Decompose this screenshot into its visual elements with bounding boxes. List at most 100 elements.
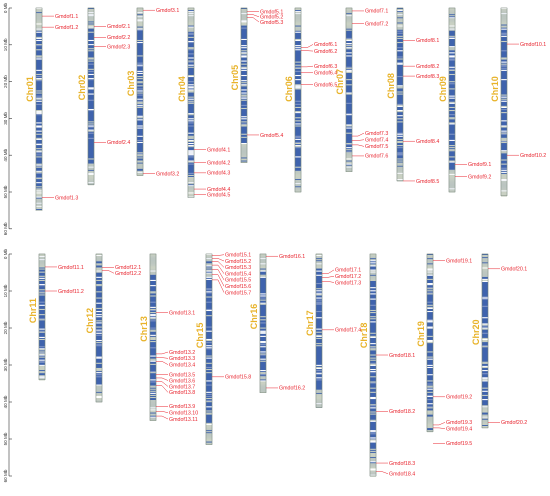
chromosome-label: Chr15 [195, 323, 205, 349]
gene-label: Gmdof17.1 [335, 268, 361, 274]
gene-label: Gmdof13.3 [169, 356, 195, 362]
gene-marker: Gmdof4.2 [194, 160, 230, 166]
chromosome-panel-bottom: 0 Mb 10 Mb 20 Mb 30 Mb 40 Mb 50 Mb 60 Mb Chr11 G… [3, 248, 527, 482]
chromosome-label: Chr11 [28, 298, 38, 323]
chromosome-label: Chr17 [305, 310, 315, 336]
gene-connector [212, 264, 225, 274]
chromosome-chr18: Chr18 Gmdof18.1 Gmdof18.2 Gmdof18.3 Gmdof18.… [359, 253, 415, 478]
axis-tick-label: 10 Mb [3, 38, 8, 51]
gene-connector [322, 269, 335, 274]
gene-label: Gmdof13.4 [169, 362, 195, 368]
chromosome-chr15: Chr15Gmdof15.1Gmdof15.2Gmdof15.3Gmdof15.… [195, 253, 251, 445]
gene-marker: Gmdof5.4 [247, 133, 283, 139]
density-bands [39, 254, 45, 381]
gene-marker: Gmdof10.1 [507, 42, 546, 48]
chromosome-chr01: Chr01 Gmdof1.1 Gmdof1.2 Gmdof1.3 [25, 7, 78, 212]
axis-tick-label: 60 Mb [3, 469, 8, 482]
chromosome-label: Chr20 [471, 319, 481, 345]
gene-connector [102, 270, 115, 274]
gene-label: Gmdof3.1 [156, 8, 179, 14]
chromosome-body [294, 7, 302, 193]
gene-marker: Gmdof6.1 [301, 42, 337, 48]
gene-connector [156, 351, 169, 355]
density-bands [36, 8, 42, 212]
gene-marker: Gmdof7.6 [352, 154, 388, 160]
gene-marker: Gmdof13.8 [156, 385, 195, 396]
density-bands [449, 8, 455, 193]
gene-label: Gmdof5.1 [260, 9, 283, 15]
gene-label: Gmdof8.4 [416, 139, 439, 145]
gene-marker: Gmdof13.3 [156, 356, 195, 362]
gene-label: Gmdof13.7 [169, 384, 195, 390]
chromosome-label: Chr06 [284, 76, 294, 102]
gene-label: Gmdof15.1 [225, 253, 251, 259]
gene-marker: Gmdof13.6 [156, 377, 195, 384]
gene-label: Gmdof7.6 [365, 154, 388, 160]
density-bands [501, 8, 507, 197]
gene-label: Gmdof17.3 [335, 280, 361, 286]
gene-marker: Gmdof5.2 [247, 14, 283, 21]
gene-label: Gmdof17.2 [335, 274, 361, 280]
gene-marker: Gmdof1.1 [42, 14, 78, 20]
gene-marker: Gmdof19.2 [433, 395, 472, 401]
gene-label: Gmdof2.1 [107, 24, 130, 30]
gene-marker: Gmdof13.1 [156, 310, 195, 316]
gene-marker: Gmdof18.4 [376, 471, 415, 478]
density-bands [370, 254, 376, 477]
density-bands [96, 254, 102, 403]
gene-label: Gmdof13.2 [169, 350, 195, 356]
gene-label: Gmdof7.4 [365, 138, 388, 144]
gene-marker: Gmdof2.3 [94, 44, 130, 50]
gene-marker: Gmdof19.3 [433, 420, 472, 426]
gene-label: Gmdof15.3 [225, 265, 251, 271]
gene-marker: Gmdof15.8 [212, 375, 251, 381]
gene-marker: Gmdof17.3 [322, 280, 361, 286]
gene-marker: Gmdof11.1 [45, 265, 84, 271]
gene-label: Gmdof4.1 [207, 147, 230, 153]
gene-marker: Gmdof15.5 [212, 269, 251, 284]
gene-connector [352, 139, 365, 141]
density-bands [137, 8, 143, 177]
gene-label: Gmdof10.1 [520, 42, 546, 48]
chromosome-label: Chr12 [85, 308, 95, 334]
gene-connector [156, 385, 169, 393]
gene-marker: Gmdof6.4 [301, 71, 337, 77]
gene-marker: Gmdof20.2 [488, 420, 527, 426]
density-bands [88, 9, 94, 186]
gene-label: Gmdof1.2 [55, 25, 78, 31]
gene-label: Gmdof4.2 [207, 160, 230, 166]
gene-label: Gmdof15.8 [225, 375, 251, 381]
gene-label: Gmdof5.2 [260, 15, 283, 21]
gene-label: Gmdof4.5 [207, 192, 230, 198]
chromosome-chr16: Chr16 Gmdof16.1 Gmdof16.2 [249, 253, 305, 393]
gene-label: Gmdof5.4 [260, 133, 283, 139]
gene-label: Gmdof6.5 [314, 82, 337, 88]
gene-label: Gmdof20.2 [501, 420, 527, 426]
gene-connector [212, 269, 225, 281]
gene-marker: Gmdof2.1 [94, 24, 130, 30]
axis-tick-label: 40 Mb [3, 148, 8, 161]
gene-marker: Gmdof7.4 [352, 138, 388, 144]
gene-label: Gmdof9.2 [468, 174, 491, 180]
gene-marker: Gmdof6.5 [301, 82, 337, 88]
chromosome-label: Chr07 [335, 69, 345, 95]
gene-marker: Gmdof15.2 [212, 258, 251, 265]
gene-marker: Gmdof19.1 [433, 258, 472, 264]
gene-marker: Gmdof4.1 [194, 147, 230, 153]
gene-marker: Gmdof15.1 [212, 253, 251, 259]
gene-connector [301, 65, 314, 68]
gene-label: Gmdof12.1 [115, 265, 141, 271]
gene-label: Gmdof6.1 [314, 42, 337, 48]
chromosome-body [448, 7, 456, 193]
gene-marker: Gmdof7.3 [352, 131, 388, 137]
gene-marker: Gmdof8.4 [403, 139, 439, 145]
gene-label: Gmdof7.5 [365, 144, 388, 150]
chromosome-label: Chr05 [230, 65, 240, 91]
mb-axis: 0 Mb 10 Mb 20 Mb 30 Mb 40 Mb 50 Mb 60 Mb [3, 248, 12, 482]
gene-label: Gmdof8.3 [416, 74, 439, 80]
axis-tick-label: 0 Mb [3, 2, 8, 13]
gene-marker: Gmdof17.2 [322, 274, 361, 280]
gene-label: Gmdof19.1 [446, 258, 472, 264]
